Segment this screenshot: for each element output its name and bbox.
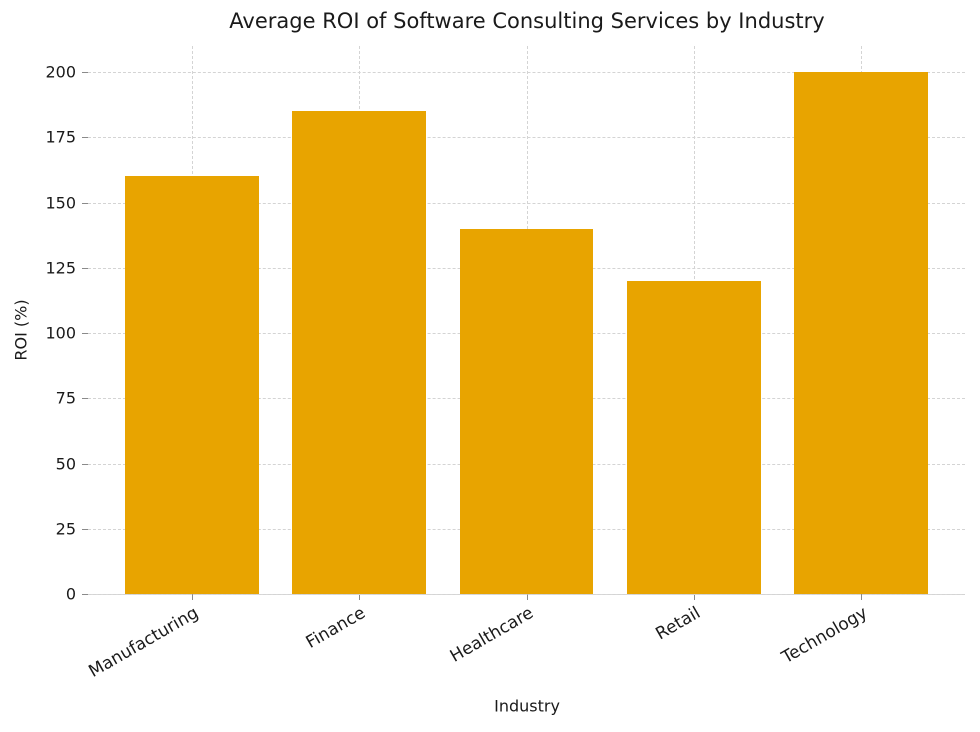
- y-tick-label: 75: [55, 388, 76, 408]
- bar: [292, 111, 427, 594]
- x-axis-label: Industry: [494, 696, 560, 716]
- plot-area: 0 25 50 75 100 125 150 175 200 Manufacturing Finan…: [45, 46, 965, 682]
- y-tick-label: 0: [65, 584, 76, 604]
- y-tick-mark: [82, 333, 88, 335]
- bar: [794, 72, 929, 594]
- x-tick-label: Retail: [652, 603, 704, 645]
- x-tick-mark: [526, 594, 528, 600]
- y-gridline: [88, 594, 965, 595]
- bar: [124, 176, 259, 594]
- y-tick-label: 200: [45, 62, 76, 82]
- bar: [626, 280, 761, 594]
- bar: [459, 228, 594, 594]
- x-tick-mark: [359, 594, 361, 600]
- chart-title: Average ROI of Software Consulting Servi…: [229, 9, 825, 33]
- y-tick-label: 175: [45, 127, 76, 147]
- y-tick-label: 150: [45, 193, 76, 213]
- y-tick-mark: [82, 463, 88, 465]
- y-tick-mark: [82, 267, 88, 269]
- y-tick-mark: [82, 594, 88, 595]
- y-tick-mark: [82, 528, 88, 530]
- x-tick-mark: [191, 594, 193, 600]
- y-tick-mark: [82, 137, 88, 139]
- y-tick-mark: [82, 202, 88, 204]
- x-tick-mark: [861, 594, 863, 600]
- y-tick-mark: [82, 72, 88, 74]
- y-axis-label: ROI (%): [11, 299, 31, 361]
- y-tick-mark: [82, 398, 88, 400]
- x-tick-label: Finance: [302, 603, 370, 653]
- y-tick-label: 125: [45, 258, 76, 278]
- x-tick-mark: [693, 594, 695, 600]
- y-tick-label: 50: [55, 454, 76, 474]
- y-tick-label: 100: [45, 323, 76, 343]
- y-tick-label: 25: [55, 519, 76, 539]
- x-tick-label: Technology: [778, 603, 872, 668]
